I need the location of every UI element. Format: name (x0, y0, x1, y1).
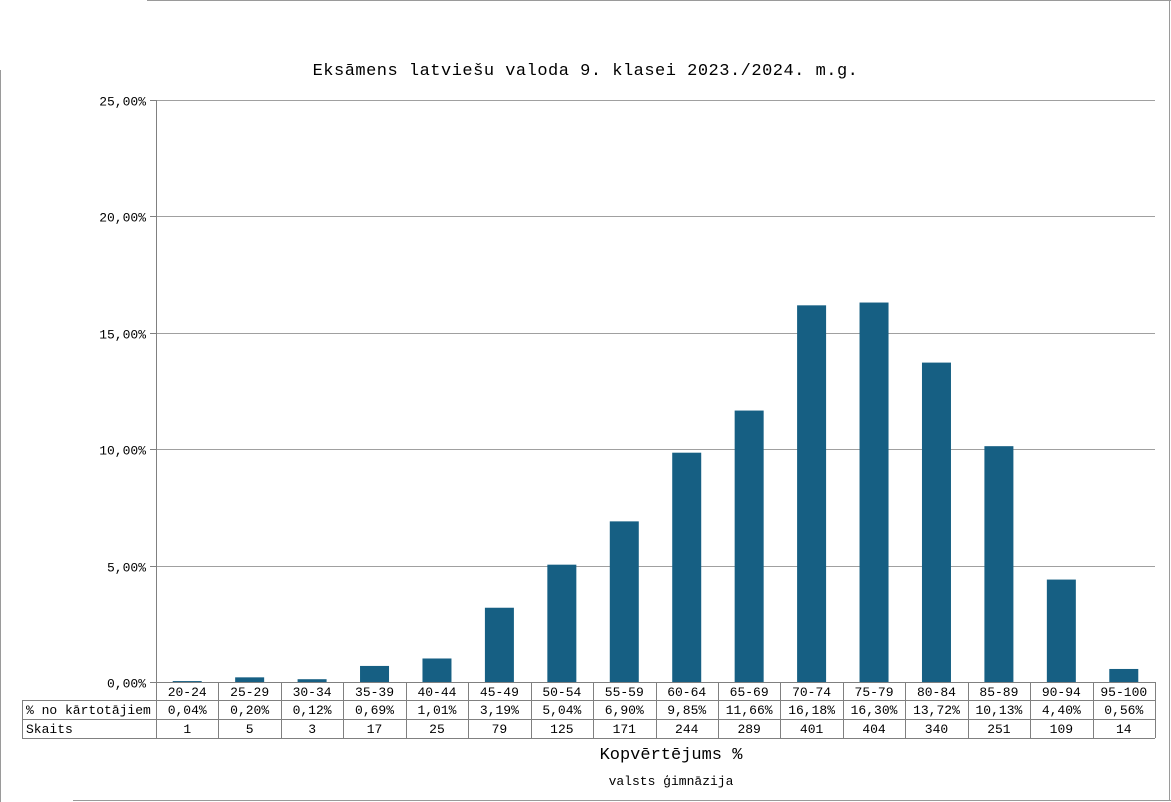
table-cell: 1 (183, 722, 191, 737)
table-cell: 404 (862, 722, 886, 737)
table-cell: 3 (308, 722, 316, 737)
table-cell: 289 (737, 722, 760, 737)
x-tick-label: 60-64 (667, 685, 706, 700)
x-tick-label: 20-24 (168, 685, 207, 700)
table-cell: 0,20% (230, 703, 269, 718)
bar (422, 658, 452, 682)
table-cell: 0,04% (168, 703, 207, 718)
x-tick-label: 30-34 (293, 685, 332, 700)
x-tick-label: 80-84 (917, 685, 956, 700)
table-row-label: Skaits (26, 722, 73, 737)
table-cell: 11,66% (726, 703, 773, 718)
table-cell: 1,01% (417, 703, 456, 718)
frame-top-border (147, 0, 1171, 1)
x-axis-subtitle: valsts ģimnāzija (608, 774, 734, 789)
x-tick-label: 45-49 (480, 685, 519, 700)
table-cell: 25 (429, 722, 445, 737)
table-cell: 0,12% (293, 703, 332, 718)
table-cell: 79 (492, 722, 508, 737)
bar (734, 410, 764, 682)
x-tick-label: 75-79 (855, 685, 894, 700)
y-tick-label: 15,00% (99, 328, 146, 343)
table-cell: 109 (1050, 722, 1073, 737)
x-tick-label: 40-44 (417, 685, 456, 700)
bar (547, 564, 577, 682)
table-cell: 14 (1116, 722, 1132, 737)
frame-left-border (0, 70, 1, 802)
bar (797, 305, 827, 682)
x-tick-label: 70-74 (792, 685, 831, 700)
y-tick-label: 25,00% (99, 95, 146, 110)
table-cell: 13,72% (913, 703, 960, 718)
table-cell: 244 (675, 722, 699, 737)
x-tick-label: 65-69 (730, 685, 769, 700)
table-cell: 16,18% (788, 703, 835, 718)
y-tick-label: 5,00% (107, 561, 146, 576)
bar (921, 362, 951, 682)
bar (1109, 668, 1139, 682)
table-cell: 251 (987, 722, 1011, 737)
table-cell: 9,85% (667, 703, 706, 718)
table-cell: 401 (800, 722, 824, 737)
bar (297, 679, 327, 682)
x-axis-title: Kopvērtējums % (599, 746, 743, 765)
table-cell: 5,04% (542, 703, 581, 718)
bar (172, 681, 202, 682)
table-cell: 0,56% (1104, 703, 1143, 718)
x-tick-label: 90-94 (1042, 685, 1081, 700)
table-cell: 0,69% (355, 703, 394, 718)
x-tick-label: 50-54 (542, 685, 581, 700)
table-cell: 10,13% (976, 703, 1023, 718)
x-tick-label: 55-59 (605, 685, 644, 700)
frame-right-border (1169, 0, 1170, 800)
x-tick-label: 25-29 (230, 685, 269, 700)
table-row-label: % no kārtotājiem (26, 703, 151, 718)
chart-title: Eksāmens latviešu valoda 9. klasei 2023.… (312, 62, 859, 81)
table-cell: 5 (246, 722, 254, 737)
y-tick-label: 0,00% (107, 677, 146, 692)
table-cell: 171 (613, 722, 637, 737)
table-cell: 4,40% (1042, 703, 1081, 718)
table-cell: 6,90% (605, 703, 644, 718)
table-cell: 17 (367, 722, 383, 737)
x-tick-label: 35-39 (355, 685, 394, 700)
bar (484, 607, 514, 682)
table-cell: 16,30% (851, 703, 898, 718)
x-tick-label: 85-89 (979, 685, 1018, 700)
bar (235, 677, 265, 682)
x-tick-label: 95-100 (1100, 685, 1147, 700)
bar (609, 521, 639, 682)
table-cell: 3,19% (480, 703, 519, 718)
y-tick-label: 20,00% (99, 211, 146, 226)
y-tick-label: 10,00% (99, 444, 146, 459)
table-cell: 340 (925, 722, 948, 737)
bar (859, 302, 889, 682)
bar (984, 446, 1014, 682)
table-cell: 125 (550, 722, 573, 737)
bar (360, 665, 390, 682)
bar (672, 452, 702, 682)
frame-bottom-border (73, 800, 1171, 801)
bar (1046, 579, 1076, 682)
